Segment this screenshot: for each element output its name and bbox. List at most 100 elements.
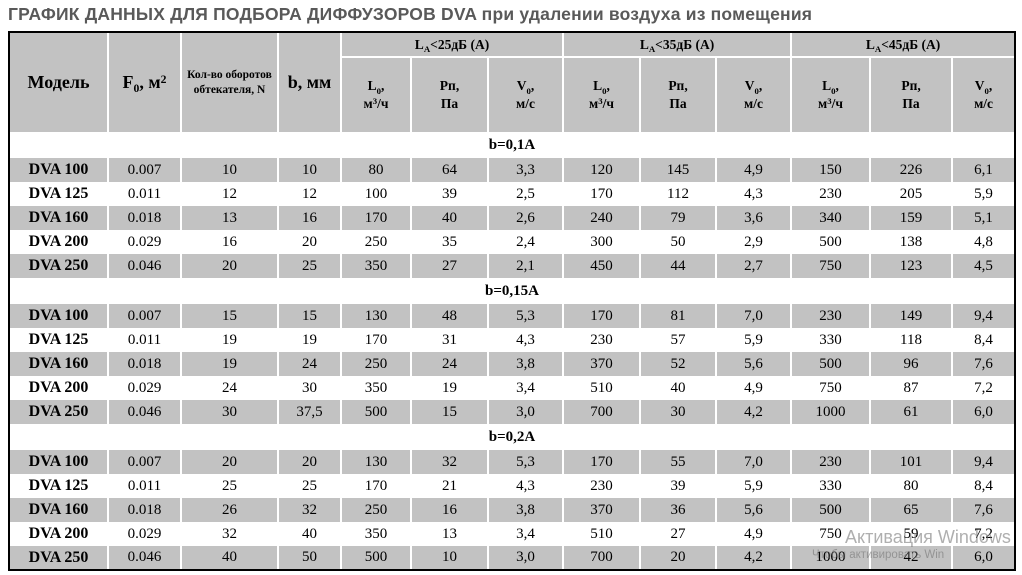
value-cell: 170: [562, 450, 641, 474]
value-cell: 81: [639, 304, 717, 328]
value-cell: 12: [180, 182, 278, 206]
value-cell: 7,2: [951, 522, 1016, 546]
value-cell: 20: [639, 546, 717, 570]
value-cell: 120: [562, 158, 641, 182]
value-cell: 87: [869, 376, 953, 400]
value-cell: 0.018: [107, 498, 181, 522]
value-cell: 350: [340, 376, 411, 400]
value-cell: 10: [180, 158, 278, 182]
value-cell: 170: [562, 304, 641, 328]
table-row: DVA 125 0.011 19 19 170 31 4,3 230 57 5,9 330 118 8,…: [9, 328, 1016, 352]
value-cell: 170: [340, 328, 411, 352]
value-cell: 250: [340, 498, 411, 522]
table-row: DVA 100 0.007 20 20 130 32 5,3 170 55 7,0 230 101 9,…: [9, 450, 1016, 474]
value-cell: 5,9: [715, 474, 792, 498]
value-cell: 240: [562, 206, 641, 230]
model-cell: DVA 250: [9, 546, 108, 570]
table-row: DVA 160 0.018 13 16 170 40 2,6 240 79 3,6 340 159 5,…: [9, 206, 1016, 230]
value-cell: 10: [410, 546, 488, 570]
table-row: DVA 125 0.011 25 25 170 21 4,3 230 39 5,9 330 80 8,4: [9, 474, 1016, 498]
value-cell: 4,9: [715, 158, 792, 182]
value-cell: 24: [410, 352, 488, 376]
value-cell: 13: [180, 206, 278, 230]
value-cell: 32: [410, 450, 488, 474]
value-cell: 6,0: [951, 400, 1016, 424]
value-cell: 7,6: [951, 498, 1016, 522]
value-cell: 50: [277, 546, 341, 570]
value-cell: 205: [869, 182, 953, 206]
col-header-f0: F0, м2: [107, 32, 181, 132]
sub-header-l0-25: L0, м3/ч: [340, 57, 411, 132]
page-title: ГРАФИК ДАННЫХ ДЛЯ ПОДБОРА ДИФФУЗОРОВ DVA…: [8, 4, 813, 24]
value-cell: 59: [869, 522, 953, 546]
value-cell: 15: [277, 304, 341, 328]
value-cell: 48: [410, 304, 488, 328]
value-cell: 25: [277, 254, 341, 278]
value-cell: 3,8: [486, 352, 564, 376]
value-cell: 16: [410, 498, 488, 522]
model-cell: DVA 160: [9, 206, 108, 230]
model-cell: DVA 160: [9, 352, 108, 376]
value-cell: 65: [869, 498, 953, 522]
value-cell: 25: [180, 474, 278, 498]
value-cell: 145: [639, 158, 717, 182]
value-cell: 3,4: [486, 376, 564, 400]
value-cell: 500: [790, 230, 871, 254]
value-cell: 36: [639, 498, 717, 522]
value-cell: 4,2: [715, 400, 792, 424]
sub-header-v0-45: V0, м/с: [951, 57, 1016, 132]
value-cell: 4,2: [715, 546, 792, 570]
value-cell: 150: [790, 158, 871, 182]
value-cell: 39: [410, 182, 488, 206]
value-cell: 230: [790, 450, 871, 474]
value-cell: 500: [340, 400, 411, 424]
value-cell: 350: [340, 254, 411, 278]
value-cell: 32: [180, 522, 278, 546]
value-cell: 5,3: [486, 450, 564, 474]
value-cell: 96: [869, 352, 953, 376]
value-cell: 12: [277, 182, 341, 206]
value-cell: 149: [869, 304, 953, 328]
section-label: b=0,2A: [9, 424, 1016, 450]
table-row: DVA 200 0.029 16 20 250 35 2,4 300 50 2,9 500 138 4,…: [9, 230, 1016, 254]
value-cell: 0.046: [107, 546, 181, 570]
value-cell: 0.046: [107, 400, 181, 424]
model-cell: DVA 200: [28, 233, 89, 250]
value-cell: 1000: [790, 546, 871, 570]
value-cell: 7,2: [951, 376, 1016, 400]
value-cell: 31: [410, 328, 488, 352]
value-cell: 20: [277, 230, 341, 254]
value-cell: 19: [410, 376, 488, 400]
value-cell: 130: [340, 304, 411, 328]
value-cell: 1000: [790, 400, 871, 424]
value-cell: 3,4: [486, 522, 564, 546]
value-cell: 370: [562, 498, 641, 522]
group-header-la45: LA<45дБ (А): [790, 32, 1016, 58]
table-row: DVA 200 0.029 24 30 350 19 3,4 510 40 4,9 750 87 7,2: [9, 376, 1016, 400]
value-cell: 0.029: [107, 230, 181, 254]
value-cell: 230: [562, 328, 641, 352]
table-row: DVA 200 0.029 32 40 350 13 3,4 510 27 4,9 750 59 7,2: [9, 522, 1016, 546]
value-cell: 101: [869, 450, 953, 474]
model-cell: DVA 200: [28, 525, 89, 542]
table-row: DVA 250 0.046 20 25 350 27 2,1 450 44 2,7 750 123 4,…: [9, 254, 1016, 278]
value-cell: 20: [277, 450, 341, 474]
model-cell: DVA 125: [28, 185, 89, 202]
value-cell: 170: [340, 474, 411, 498]
value-cell: 700: [562, 400, 641, 424]
value-cell: 30: [277, 376, 341, 400]
value-cell: 0.046: [107, 254, 181, 278]
value-cell: 450: [562, 254, 641, 278]
value-cell: 3,8: [486, 498, 564, 522]
table-row: DVA 125 0.011 12 12 100 39 2,5 170 112 4,3 230 205 5…: [9, 182, 1016, 206]
value-cell: 138: [869, 230, 953, 254]
section-divider-row: b=0,2A: [9, 424, 1016, 450]
value-cell: 170: [562, 182, 641, 206]
value-cell: 4,9: [715, 376, 792, 400]
value-cell: 19: [180, 352, 278, 376]
sub-header-l0-35: L0, м3/ч: [562, 57, 641, 132]
model-cell: DVA 125: [28, 331, 89, 348]
value-cell: 330: [790, 328, 871, 352]
sub-header-rp-25: Рп, Па: [410, 57, 488, 132]
value-cell: 0.018: [107, 352, 181, 376]
